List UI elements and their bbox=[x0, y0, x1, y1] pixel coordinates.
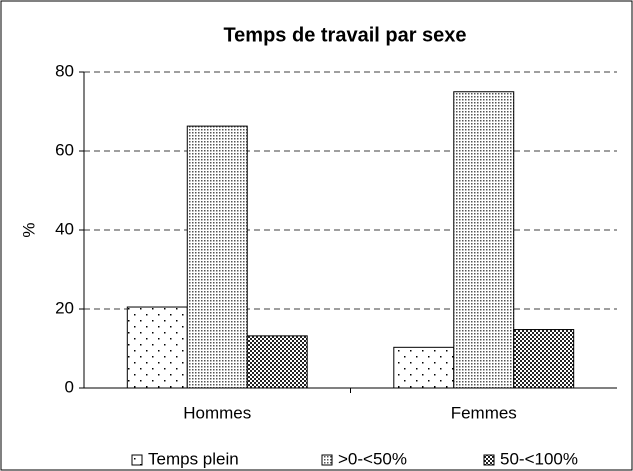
y-tick-label: 20 bbox=[55, 298, 74, 317]
bar bbox=[186, 125, 248, 389]
legend-label: Temps plein bbox=[148, 449, 239, 468]
bar bbox=[246, 335, 308, 389]
y-axis-label: % bbox=[19, 222, 38, 237]
y-tick-label: 80 bbox=[55, 61, 74, 80]
legend-swatch bbox=[321, 454, 333, 466]
x-tick-label: Hommes bbox=[183, 403, 251, 422]
chart-title: Temps de travail par sexe bbox=[223, 24, 466, 46]
legend-label: 50-<100% bbox=[500, 449, 578, 468]
legend-label: >0-<50% bbox=[338, 449, 407, 468]
bar bbox=[453, 91, 515, 389]
legend-swatch bbox=[483, 454, 495, 466]
bar bbox=[393, 346, 455, 389]
bar bbox=[513, 329, 575, 389]
y-tick-label: 40 bbox=[55, 219, 74, 238]
y-tick-label: 0 bbox=[65, 377, 74, 396]
bar bbox=[126, 306, 188, 389]
y-tick-label: 60 bbox=[55, 140, 74, 159]
x-tick-label: Femmes bbox=[451, 403, 517, 422]
legend-swatch bbox=[131, 454, 143, 466]
